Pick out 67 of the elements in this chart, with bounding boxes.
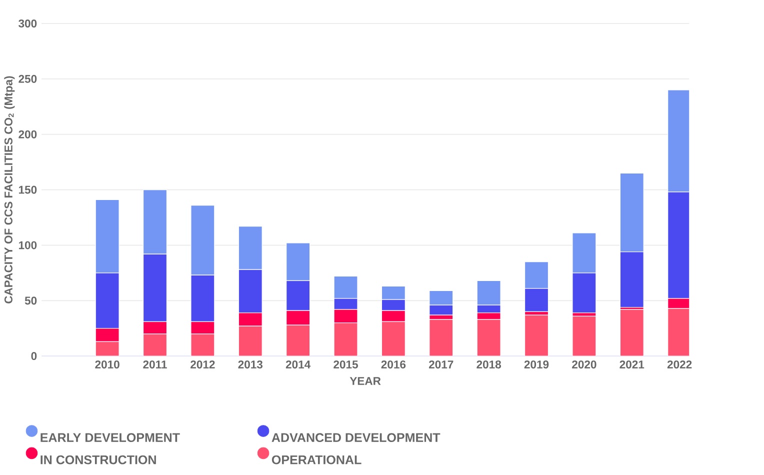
bar — [142, 254, 168, 322]
bar — [572, 316, 596, 356]
bar — [286, 310, 310, 326]
bar — [286, 324, 310, 356]
y-tick-label: 250 — [18, 74, 37, 83]
y-tick-label: 0 — [31, 352, 37, 360]
bar — [334, 298, 358, 310]
y-tick-label: 200 — [18, 130, 37, 138]
bar — [238, 226, 262, 270]
bar — [524, 261, 549, 289]
legend-label: ADVANCED DEVELOPMENT — [272, 432, 440, 442]
y-tick-label: 100 — [18, 241, 37, 250]
bar — [142, 321, 168, 334]
y-tick-label: 150 — [18, 186, 37, 194]
bar — [142, 189, 168, 254]
x-tick-label: 2021 — [620, 360, 644, 368]
bar — [190, 321, 215, 334]
y-axis-title: CAPACITY OF CCS FACILITIES CO$_{2}$ (Mtpa) — [4, 76, 15, 304]
bar — [238, 312, 262, 326]
x-tick-label: 2014 — [286, 360, 311, 368]
bar — [381, 299, 406, 311]
y-tick-label: 300 — [18, 19, 37, 28]
bar — [524, 314, 549, 356]
bar — [381, 321, 406, 356]
x-tick-label: 2012 — [190, 360, 215, 368]
bar — [190, 204, 215, 276]
bar — [381, 286, 406, 300]
bar — [476, 280, 501, 306]
x-tick-label: 2018 — [476, 360, 502, 368]
bar — [620, 251, 644, 308]
bar — [620, 172, 644, 252]
x-tick-label: 2011 — [143, 360, 167, 368]
bar — [334, 276, 358, 299]
x-tick-label: 2010 — [95, 360, 120, 368]
bar — [238, 326, 262, 356]
bar — [286, 280, 310, 311]
y-tick-label: 50 — [24, 296, 37, 304]
bar — [334, 322, 358, 356]
bar — [524, 288, 549, 312]
bar — [95, 272, 120, 328]
bar — [429, 290, 454, 306]
x-tick-label: 2013 — [238, 360, 262, 368]
legend-label: OPERATIONAL — [272, 455, 362, 464]
bar — [476, 318, 501, 356]
x-tick-label: 2020 — [572, 360, 596, 368]
x-axis-title: YEAR — [350, 376, 381, 385]
bar — [429, 318, 454, 356]
bar — [572, 232, 596, 274]
x-tick-label: 2022 — [667, 360, 692, 368]
bar — [95, 199, 120, 274]
bar — [142, 333, 168, 356]
bar — [572, 272, 596, 313]
bar — [238, 269, 262, 313]
bar — [95, 328, 120, 342]
x-tick-label: 2017 — [428, 360, 454, 368]
bar — [620, 309, 644, 356]
bar — [190, 274, 215, 322]
x-tick-label: 2019 — [524, 360, 549, 368]
legend-label: EARLY DEVELOPMENT — [40, 432, 180, 442]
bar — [95, 341, 120, 356]
legend-label: IN CONSTRUCTION — [40, 455, 156, 464]
bar — [334, 309, 358, 323]
bar — [190, 333, 215, 356]
x-tick-label: 2015 — [334, 360, 358, 368]
bar — [286, 242, 310, 281]
bar — [381, 310, 406, 322]
x-tick-label: 2016 — [381, 360, 406, 368]
